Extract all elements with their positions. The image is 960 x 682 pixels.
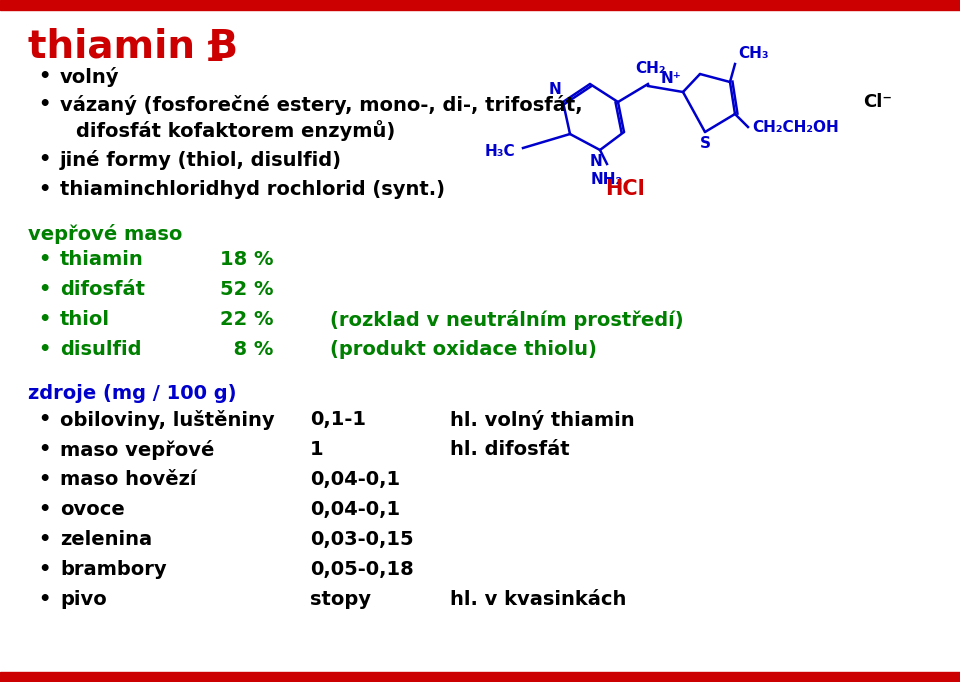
Text: NH₂: NH₂ <box>591 172 623 187</box>
Text: N: N <box>548 82 561 97</box>
Text: 0,04-0,1: 0,04-0,1 <box>310 470 400 489</box>
Bar <box>0 0 960 10</box>
Text: •: • <box>38 340 50 359</box>
Text: •: • <box>38 95 50 114</box>
Text: maso hovězí: maso hovězí <box>60 470 197 489</box>
Text: •: • <box>38 590 50 609</box>
Text: •: • <box>38 440 50 459</box>
Text: •: • <box>38 150 50 169</box>
Text: thiol: thiol <box>60 310 110 329</box>
Text: brambory: brambory <box>60 560 167 579</box>
Text: (rozklad v neutrálním prostředí): (rozklad v neutrálním prostředí) <box>330 310 684 330</box>
Text: 0,1-1: 0,1-1 <box>310 410 366 429</box>
Text: 22 %: 22 % <box>220 310 274 329</box>
Text: disulfid: disulfid <box>60 340 141 359</box>
Text: N⁺: N⁺ <box>660 71 681 86</box>
Text: •: • <box>38 310 50 329</box>
Text: H₃C: H₃C <box>485 145 515 160</box>
Text: thiaminchloridhyd rochlorid (synt.): thiaminchloridhyd rochlorid (synt.) <box>60 180 445 199</box>
Text: difosfát: difosfát <box>60 280 145 299</box>
Text: pivo: pivo <box>60 590 107 609</box>
Text: (produkt oxidace thiolu): (produkt oxidace thiolu) <box>330 340 597 359</box>
Text: hl. v kvasinkách: hl. v kvasinkách <box>450 590 626 609</box>
Text: •: • <box>38 250 50 269</box>
Bar <box>0 672 960 682</box>
Text: zelenina: zelenina <box>60 530 152 549</box>
Text: Cl⁻: Cl⁻ <box>863 93 893 111</box>
Text: 1: 1 <box>310 440 324 459</box>
Text: CH₂: CH₂ <box>635 61 665 76</box>
Text: 18 %: 18 % <box>220 250 274 269</box>
Text: 1: 1 <box>205 39 225 67</box>
Text: CH₃: CH₃ <box>738 46 769 61</box>
Text: maso vepřové: maso vepřové <box>60 440 214 460</box>
Text: thiamin B: thiamin B <box>28 27 238 65</box>
Text: •: • <box>38 67 50 86</box>
Text: •: • <box>38 530 50 549</box>
Text: •: • <box>38 280 50 299</box>
Text: jiné formy (thiol, disulfid): jiné formy (thiol, disulfid) <box>60 150 342 170</box>
Text: 8 %: 8 % <box>220 340 274 359</box>
Text: hl. difosfát: hl. difosfát <box>450 440 569 459</box>
Text: •: • <box>38 560 50 579</box>
Text: N: N <box>589 154 602 169</box>
Text: ovoce: ovoce <box>60 500 125 519</box>
Text: HCl: HCl <box>605 179 645 199</box>
Text: 52 %: 52 % <box>220 280 274 299</box>
Text: •: • <box>38 470 50 489</box>
Text: obiloviny, luštěniny: obiloviny, luštěniny <box>60 410 275 430</box>
Text: •: • <box>38 410 50 429</box>
Text: hl. volný thiamin: hl. volný thiamin <box>450 410 635 430</box>
Text: thiamin: thiamin <box>60 250 144 269</box>
Text: 0,03-0,15: 0,03-0,15 <box>310 530 414 549</box>
Text: •: • <box>38 180 50 199</box>
Text: •: • <box>38 500 50 519</box>
Text: difosfát kofaktorem enzymů): difosfát kofaktorem enzymů) <box>76 120 396 141</box>
Text: CH₂CH₂OH: CH₂CH₂OH <box>752 119 839 134</box>
Text: 0,05-0,18: 0,05-0,18 <box>310 560 414 579</box>
Text: stopy: stopy <box>310 590 371 609</box>
Text: zdroje (mg / 100 g): zdroje (mg / 100 g) <box>28 384 236 403</box>
Text: volný: volný <box>60 67 119 87</box>
Text: vázaný (fosforečné estery, mono-, di-, trifosfát,: vázaný (fosforečné estery, mono-, di-, t… <box>60 95 583 115</box>
Text: vepřové maso: vepřové maso <box>28 224 182 244</box>
Text: 0,04-0,1: 0,04-0,1 <box>310 500 400 519</box>
Text: S: S <box>700 136 710 151</box>
